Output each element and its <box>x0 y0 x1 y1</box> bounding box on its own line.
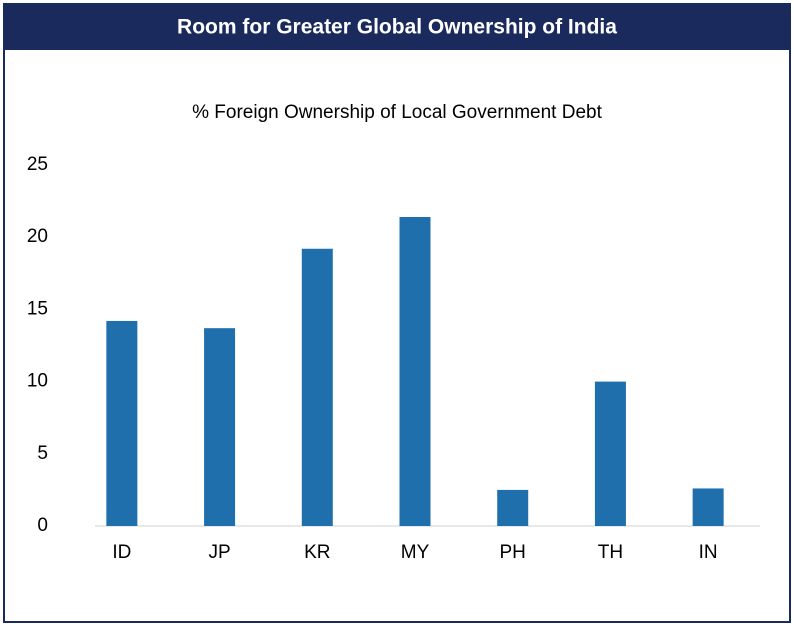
y-tick-label: 5 <box>37 443 48 464</box>
x-tick-label: KR <box>304 542 330 563</box>
chart-title: Room for Greater Global Ownership of Ind… <box>177 16 617 39</box>
y-tick-label: 25 <box>27 154 48 175</box>
y-tick-label: 20 <box>27 226 48 247</box>
x-tick-label: PH <box>500 542 526 563</box>
bar <box>106 320 138 526</box>
x-tick-label: JP <box>208 542 230 563</box>
bar <box>204 328 236 526</box>
y-tick-label: 0 <box>37 515 48 536</box>
bar <box>594 381 626 526</box>
y-tick-label: 15 <box>27 298 48 319</box>
y-tick-label: 10 <box>27 371 48 392</box>
x-tick-label: ID <box>112 542 131 563</box>
x-tick-label: TH <box>598 542 623 563</box>
bar <box>497 489 529 526</box>
x-tick-label: MY <box>401 542 430 563</box>
frame <box>3 3 791 623</box>
bar <box>692 488 724 526</box>
x-tick-label: IN <box>699 542 718 563</box>
bar <box>399 216 431 526</box>
bar <box>301 248 333 526</box>
chart-subtitle: % Foreign Ownership of Local Government … <box>192 102 602 123</box>
title-banner <box>4 4 790 50</box>
